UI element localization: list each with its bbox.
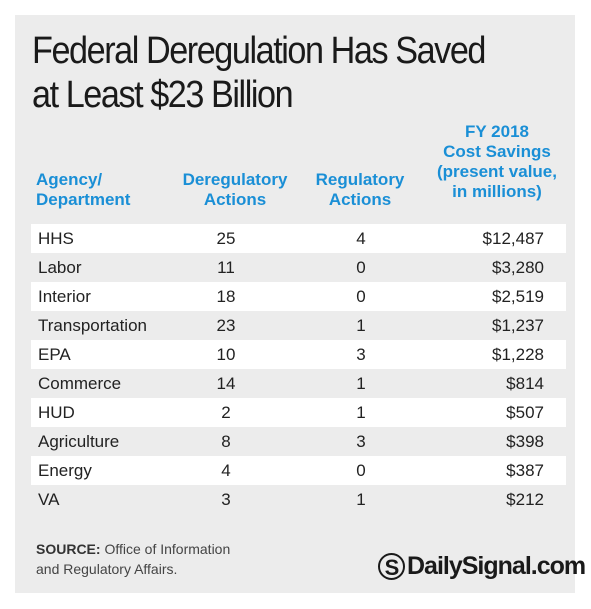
- cell-cost-savings: $814: [506, 374, 544, 393]
- source-label: SOURCE:: [36, 541, 101, 557]
- header-cost-line2: Cost Savings: [443, 142, 551, 161]
- header-dereg-line1: Deregulatory: [182, 170, 288, 189]
- header-agency-line1: Agency/: [36, 170, 103, 189]
- cell-regulatory: 1: [356, 490, 366, 509]
- cell-agency: Agriculture: [38, 432, 120, 451]
- table-row: Interior 18 0 $2,519: [31, 282, 566, 311]
- header-cost-line3: (present value,: [437, 162, 557, 181]
- table-row: HUD 2 1 $507: [31, 398, 566, 427]
- brand-name: DailySignal.com: [407, 552, 586, 580]
- cell-agency: Energy: [38, 461, 92, 480]
- table-row: Agriculture 8 3 $398: [31, 427, 566, 456]
- cell-agency: EPA: [38, 345, 71, 364]
- signal-logo-icon: S: [378, 553, 405, 580]
- source-note: SOURCE: Office of Information and Regula…: [36, 539, 296, 579]
- cell-regulatory: 0: [356, 461, 366, 480]
- source-text-line1: Office of Information: [104, 541, 231, 557]
- cell-agency: Interior: [38, 287, 91, 306]
- cell-regulatory: 1: [356, 403, 366, 422]
- header-reg-line1: Regulatory: [315, 170, 405, 189]
- table-row: Labor 11 0 $3,280: [31, 253, 566, 282]
- cell-cost-savings: $212: [506, 490, 544, 509]
- header-agency-line2: Department: [36, 190, 131, 209]
- cell-deregulatory: 8: [221, 432, 231, 451]
- cell-cost-savings: $3,280: [492, 258, 544, 277]
- cell-agency: HUD: [38, 403, 75, 422]
- cell-deregulatory: 3: [221, 490, 231, 509]
- chart-title: Federal Deregulation Has Saved at Least …: [32, 30, 486, 116]
- cell-agency: Transportation: [38, 316, 147, 335]
- cell-cost-savings: $2,519: [492, 287, 544, 306]
- cell-cost-savings: $1,228: [492, 345, 544, 364]
- cell-deregulatory: 4: [221, 461, 231, 480]
- cell-cost-savings: $507: [506, 403, 544, 422]
- cell-cost-savings: $387: [506, 461, 544, 480]
- cell-deregulatory: 23: [216, 316, 236, 335]
- table-body: HHS 25 4 $12,487 Labor 11 0 $3,280 Interior 18 0 $2…: [31, 224, 566, 514]
- cell-regulatory: 3: [356, 432, 366, 451]
- table-row: Energy 4 0 $387: [31, 456, 566, 485]
- cell-deregulatory: 11: [217, 258, 235, 277]
- cell-cost-savings: $12,487: [482, 229, 544, 248]
- header-regulatory: Regulatory Actions: [305, 170, 415, 210]
- header-cost-line4: in millions): [452, 182, 542, 201]
- source-text-line2: and Regulatory Affairs.: [36, 561, 178, 577]
- cell-cost-savings: $398: [506, 432, 544, 451]
- table-row: Transportation 23 1 $1,237: [31, 311, 566, 340]
- header-cost-line1: FY 2018: [465, 122, 529, 141]
- cell-regulatory: 0: [356, 287, 366, 306]
- cell-cost-savings: $1,237: [492, 316, 544, 335]
- cell-deregulatory: 25: [216, 229, 236, 248]
- cell-agency: Labor: [38, 258, 82, 277]
- table-row: Commerce 14 1 $814: [31, 369, 566, 398]
- table-row: EPA 10 3 $1,228: [31, 340, 566, 369]
- cell-deregulatory: 18: [216, 287, 236, 306]
- cell-regulatory: 0: [356, 258, 366, 277]
- brand-logo: S DailySignal.com: [378, 552, 586, 581]
- cell-regulatory: 3: [356, 345, 366, 364]
- cell-deregulatory: 2: [221, 403, 231, 422]
- table-row: HHS 25 4 $12,487: [31, 224, 566, 253]
- cell-agency: VA: [38, 490, 60, 509]
- cell-agency: HHS: [38, 229, 74, 248]
- infographic-card: Federal Deregulation Has Saved at Least …: [15, 15, 586, 593]
- header-cost-savings: FY 2018 Cost Savings (present value, in …: [422, 122, 572, 202]
- cell-regulatory: 4: [356, 229, 366, 248]
- cell-deregulatory: 10: [216, 345, 236, 364]
- table-row: VA 3 1 $212: [31, 485, 566, 514]
- cell-deregulatory: 14: [216, 374, 236, 393]
- header-dereg-line2: Actions: [203, 190, 267, 209]
- header-deregulatory: Deregulatory Actions: [167, 170, 303, 210]
- header-agency: Agency/ Department: [36, 170, 176, 210]
- cell-regulatory: 1: [356, 316, 366, 335]
- cell-agency: Commerce: [38, 374, 122, 393]
- cell-regulatory: 1: [356, 374, 366, 393]
- header-reg-line2: Actions: [328, 190, 392, 209]
